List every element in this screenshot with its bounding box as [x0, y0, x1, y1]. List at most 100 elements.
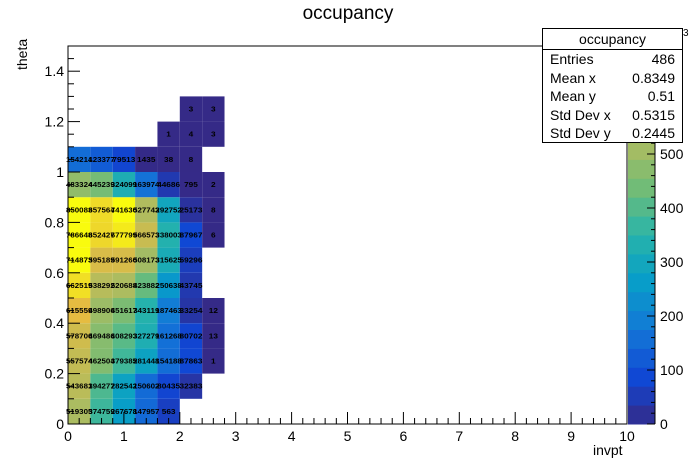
cell-value-label: 282542 [111, 382, 137, 391]
stats-value: 0.8349 [632, 69, 675, 86]
y-tick-label: 0.2 [45, 366, 65, 382]
cell-value-label: 615559 [66, 306, 92, 315]
cell-value-label: 543681 [66, 382, 92, 391]
cell-value-label: 714873 [66, 256, 92, 265]
cell-value-label: 451617 [111, 306, 137, 315]
x-tick-label: 3 [232, 428, 240, 444]
heatmap-cell [179, 247, 203, 273]
z-tick-label: 300 [660, 254, 684, 270]
cell-value-label: 527743 [133, 205, 159, 214]
cell-value-label: 12 [209, 306, 218, 315]
heatmap-cell [68, 222, 91, 248]
cell-value-label: 161268 [155, 331, 181, 340]
heatmap-cell [202, 348, 225, 374]
cell-value-label: 80702 [179, 331, 202, 340]
stats-row: Entries 486 [543, 50, 682, 69]
palette-band [628, 329, 655, 349]
stats-value: 486 [651, 51, 675, 67]
heatmap-cell [68, 373, 91, 399]
heatmap-cell [157, 323, 180, 349]
cell-value-label: 87863 [179, 357, 202, 366]
z-tick-label: 200 [660, 308, 684, 324]
heatmap-cell [112, 373, 136, 399]
heatmap-cell [157, 348, 180, 374]
heatmap-cell [112, 172, 136, 198]
heatmap-cell [179, 323, 203, 349]
heatmap-cell [179, 146, 203, 172]
y-tick-label: 0.4 [45, 315, 65, 331]
y-tick-label: 0.6 [45, 265, 65, 281]
heatmap-cell [112, 272, 136, 298]
heatmap-cell [112, 298, 136, 324]
cell-value-label: 4 [189, 130, 195, 139]
heatmap-cell [179, 272, 203, 298]
cell-value-label: 563 [162, 407, 176, 416]
x-axis-label: invpt [593, 442, 623, 458]
heatmap-cell [135, 146, 158, 172]
cell-value-label: 423882 [133, 281, 159, 290]
heatmap-cell [135, 247, 158, 273]
stats-label: Mean y [550, 88, 596, 105]
heatmap-cell [179, 197, 203, 223]
cell-value-label: 566573 [133, 231, 159, 240]
cell-value-label: 591260 [111, 256, 137, 265]
palette-band [628, 367, 655, 387]
heatmap-cell [157, 373, 180, 399]
cell-value-label: 13 [209, 331, 218, 340]
cell-value-label: 374759 [88, 407, 114, 416]
heatmap-cell [90, 323, 113, 349]
heatmap-cell [90, 146, 113, 172]
cell-value-label: 3 [211, 130, 216, 139]
cell-value-label: 154188 [155, 357, 181, 366]
cell-value-label: 786648 [66, 231, 92, 240]
heatmap-cell [179, 121, 203, 147]
cell-value-label: 32383 [179, 382, 202, 391]
cell-value-label: 662519 [66, 281, 92, 290]
x-tick-label: 2 [176, 428, 184, 444]
z-tick-label: 100 [660, 362, 684, 378]
x-axis: 0 1 2 3 4 5 6 7 8 9 10 [64, 412, 635, 444]
heatmap-cell [90, 222, 113, 248]
heatmap-cell [179, 348, 203, 374]
heatmap-cell [202, 222, 225, 248]
heatmap-cell [68, 298, 91, 324]
heatmap-cell [68, 323, 91, 349]
heatmap-cell [202, 197, 225, 223]
heatmap-cell [202, 96, 225, 122]
heatmap-cell [90, 172, 113, 198]
heatmap-cell [179, 172, 203, 198]
cell-value-label: 324099 [111, 180, 137, 189]
cell-value-label: 8 [211, 205, 216, 214]
heatmap-cell [135, 348, 158, 374]
x-tick-label: 0 [64, 428, 72, 444]
z-tick-label: 0 [660, 416, 668, 432]
cell-value-label: 519305 [66, 407, 92, 416]
cell-value-label: 508173 [133, 256, 159, 265]
chart-title: occupancy [302, 3, 394, 24]
heatmap-cell [68, 197, 91, 223]
heatmap-cell [202, 172, 225, 198]
cell-value-label: 445239 [88, 180, 114, 189]
cell-value-label: 187463 [155, 306, 181, 315]
cell-value-label: 408293 [111, 331, 137, 340]
stats-label: Std Dev x [550, 106, 611, 123]
cell-value-label: 795 [184, 180, 198, 189]
heatmap-cell [135, 222, 158, 248]
palette-band [628, 197, 655, 217]
x-tick-label: 1 [120, 428, 128, 444]
z-tick-label: 400 [660, 200, 684, 216]
heatmap-cell [157, 298, 180, 324]
stats-label: Std Dev y [550, 125, 611, 142]
heatmap-cell [90, 272, 113, 298]
cell-value-label: 79513 [112, 155, 135, 164]
heatmap-cell [135, 197, 158, 223]
heatmap-cell [179, 373, 203, 399]
palette-band [628, 348, 655, 368]
heatmap-cell [135, 323, 158, 349]
cell-value-label: 520688 [111, 281, 137, 290]
heatmap-cell [202, 121, 225, 147]
x-tick-label: 4 [288, 428, 296, 444]
x-tick-label: 10 [619, 428, 635, 444]
y-tick-label: 1.4 [45, 63, 65, 79]
